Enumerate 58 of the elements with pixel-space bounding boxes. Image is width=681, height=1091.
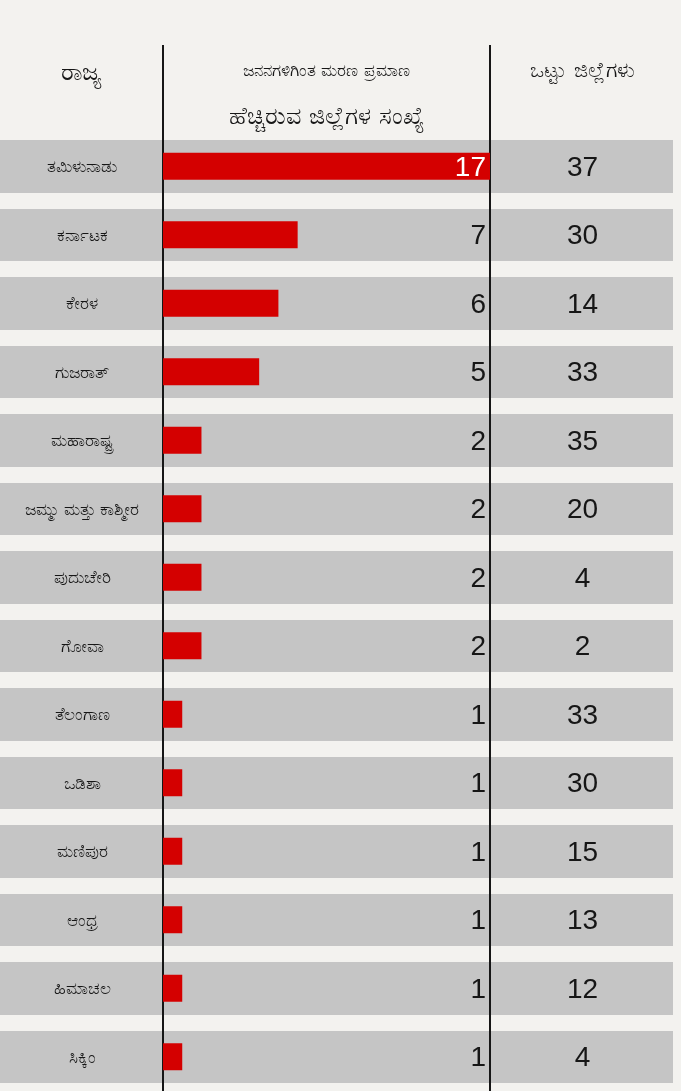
- y2-tick-label: 30: [566, 767, 599, 799]
- data-label: 7: [470, 219, 486, 251]
- data-label: 1: [470, 972, 486, 1004]
- bar: [163, 152, 490, 180]
- bar: [163, 837, 183, 865]
- bar: [163, 563, 202, 591]
- y-tick-label: ಗುಜರಾತ್: [54, 361, 110, 382]
- bar: [163, 358, 260, 386]
- data-label: 1: [470, 904, 486, 936]
- y-tick-label: ಕರ್ನಾಟಕ: [56, 224, 108, 245]
- y-tick-label: ಪುದುಚೇರಿ: [53, 567, 111, 588]
- bar: [163, 289, 279, 317]
- bar: [163, 974, 183, 1002]
- bar: [163, 221, 298, 249]
- data-label: 1: [470, 835, 486, 867]
- y2-tick-label: 4: [574, 1041, 591, 1073]
- y2-tick-label: 14: [566, 287, 599, 319]
- data-label: 1: [470, 698, 486, 730]
- y-tick-label: ತೆಲಂಗಾಣ: [54, 704, 110, 725]
- data-label: 1: [470, 1041, 486, 1073]
- data-label: 2: [470, 424, 486, 456]
- data-label: 2: [470, 630, 486, 662]
- y2-axis-title: ಒಟ್ಟು ಜಿಲ್ಲೆಗಳು: [530, 58, 635, 84]
- data-label: 2: [470, 561, 486, 593]
- y-tick-label: ಒಡಿಶಾ: [63, 772, 101, 793]
- y2-tick-label: 37: [566, 150, 599, 182]
- bar: [163, 1043, 183, 1071]
- y2-tick-label: 12: [566, 972, 599, 1004]
- y2-tick-label: 30: [566, 219, 599, 251]
- bar: [163, 426, 202, 454]
- bar: [163, 700, 183, 728]
- data-label: 5: [470, 356, 486, 388]
- bar: [163, 632, 202, 660]
- y2-tick-label: 33: [566, 356, 599, 388]
- data-label: 17: [454, 150, 486, 182]
- y2-tick-label: 13: [566, 904, 599, 936]
- y-axis-title: ರಾಜ್ಯ: [61, 58, 102, 89]
- y-tick-label: ಮಣಿಪುರ: [56, 841, 108, 862]
- y2-tick-label: 4: [574, 561, 591, 593]
- data-label: 2: [470, 493, 486, 525]
- bar: [163, 495, 202, 523]
- bar: [163, 769, 183, 797]
- y-tick-label: ಮಹಾರಾಷ್ಟ್ರ: [50, 430, 114, 455]
- y2-tick-label: 33: [566, 698, 599, 730]
- y-tick-label: ಗೋವಾ: [60, 635, 104, 656]
- y2-tick-label: 15: [566, 835, 599, 867]
- data-label: 1: [470, 767, 486, 799]
- y-tick-label: ಆಂಧ್ರ: [66, 909, 98, 931]
- y-tick-label: ಹಿಮಾಚಲ: [53, 978, 111, 999]
- y2-tick-label: 35: [566, 424, 599, 456]
- y2-tick-label: 2: [574, 630, 591, 662]
- y-tick-label: ತಮಿಳುನಾಡು: [47, 156, 117, 177]
- y-tick-label: ಸಿಕ್ಕಿಂ: [68, 1046, 96, 1068]
- bar: [163, 906, 183, 934]
- y-tick-label: ಕೇರಳ: [66, 293, 98, 314]
- y-tick-label: ಜಮ್ಮು ಮತ್ತು ಕಾಶ್ಮೀರ: [24, 498, 140, 521]
- data-label: 6: [470, 287, 486, 319]
- y2-tick-label: 20: [566, 493, 599, 525]
